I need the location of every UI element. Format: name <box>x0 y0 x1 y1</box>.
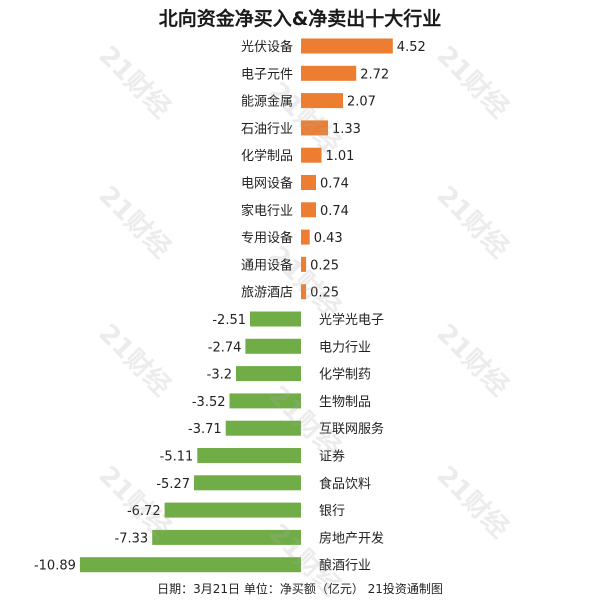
bar-2 <box>301 65 357 81</box>
bar-8 <box>301 229 310 245</box>
value-label: 1.01 <box>326 149 355 164</box>
chart-title: 北向资金净买入&净卖出十大行业 <box>158 8 442 30</box>
bar-4 <box>301 120 328 136</box>
value-label: -5.27 <box>156 477 190 492</box>
category-label: 生物制品 <box>319 395 371 410</box>
value-label: -7.33 <box>115 531 149 546</box>
value-label: -3.71 <box>188 422 222 437</box>
bar-19 <box>152 529 301 545</box>
bar-10 <box>301 284 307 300</box>
bar-16 <box>197 448 301 463</box>
value-label: -3.2 <box>207 368 232 383</box>
category-label: 化学制药 <box>319 367 371 383</box>
bar-12 <box>245 338 301 354</box>
category-label: 专用设备 <box>241 230 293 246</box>
bar-20 <box>79 557 302 573</box>
category-label: 光学光电子 <box>319 312 384 328</box>
bar-18 <box>164 502 301 518</box>
bar-15 <box>225 420 301 436</box>
value-label: 0.25 <box>310 258 339 273</box>
bar-1 <box>301 38 393 54</box>
category-label: 石油行业 <box>241 122 293 137</box>
value-label: 1.33 <box>332 122 361 137</box>
category-label: 证券 <box>319 449 345 465</box>
category-label: 能源金属 <box>241 94 293 110</box>
value-label: 2.07 <box>347 95 376 110</box>
value-label: -2.74 <box>208 340 242 355</box>
value-label: -5.11 <box>160 450 194 465</box>
value-label: -3.52 <box>192 395 226 410</box>
bar-14 <box>229 393 301 409</box>
bar-17 <box>194 475 301 491</box>
category-label: 电子元件 <box>241 67 293 82</box>
category-label: 电网设备 <box>241 176 293 192</box>
category-label: 化学制品 <box>241 148 293 164</box>
value-label: 4.52 <box>397 40 426 55</box>
bar-5 <box>301 147 322 163</box>
bar-11 <box>250 311 301 327</box>
value-label: -2.51 <box>212 313 246 328</box>
chart-footer: 日期：3月21日 单位：净买额（亿元） 21投资通制图 <box>157 582 443 596</box>
value-label: 0.43 <box>314 231 343 246</box>
value-label: 2.72 <box>360 67 389 82</box>
value-label: 0.25 <box>310 286 339 301</box>
category-label: 食品饮料 <box>319 476 371 492</box>
value-label: 0.74 <box>320 177 349 192</box>
category-label: 房地产开发 <box>319 530 384 546</box>
category-label: 互联网服务 <box>319 421 384 437</box>
value-label: 0.74 <box>320 204 349 219</box>
category-label: 银行 <box>319 504 345 519</box>
value-label: -10.89 <box>34 559 76 574</box>
bar-13 <box>236 366 301 382</box>
category-label: 旅游酒店 <box>241 286 293 301</box>
category-label: 光伏设备 <box>241 39 293 55</box>
bar-7 <box>301 202 316 218</box>
bar-3 <box>301 93 343 109</box>
bar-9 <box>301 256 307 272</box>
bar-6 <box>301 175 316 190</box>
value-label: -6.72 <box>127 504 161 519</box>
category-label: 电力行业 <box>319 340 371 355</box>
category-label: 通用设备 <box>241 257 293 273</box>
category-label: 家电行业 <box>241 203 293 219</box>
category-label: 酿酒行业 <box>319 558 371 574</box>
